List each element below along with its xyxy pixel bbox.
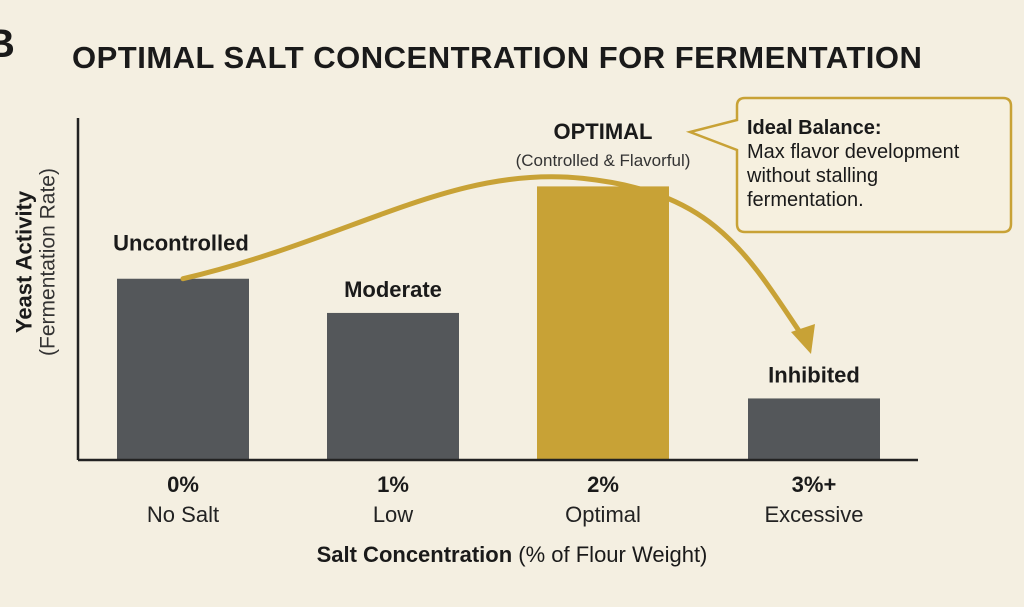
callout-text: Max flavor development without stalling … — [747, 141, 960, 211]
x-tick-label-1: 1% — [377, 472, 409, 497]
bars-group — [117, 186, 880, 460]
x-tick-label-2: 2% — [587, 472, 619, 497]
bar-label-1: Moderate — [344, 277, 442, 302]
bar-label-0: Uncontrolled — [113, 231, 249, 256]
optimal-sublabel: (Controlled & Flavorful) — [516, 151, 691, 170]
x-tick-sublabel-2: Optimal — [565, 502, 641, 527]
bar-1 — [327, 312, 459, 460]
trend-arrowhead — [791, 324, 815, 354]
panel-letter: B — [0, 22, 15, 66]
x-tick-sublabel-1: Low — [373, 502, 413, 527]
y-axis-label-sub: (Fermentation Rate) — [36, 168, 60, 356]
x-tick-sublabel-0: No Salt — [147, 502, 219, 527]
chart-title: OPTIMAL SALT CONCENTRATION FOR FERMENTAT… — [72, 40, 923, 75]
x-tick-label-3: 3%+ — [792, 472, 837, 497]
x-axis-label-sub: (% of Flour Weight) — [512, 542, 708, 567]
x-axis-label: Salt Concentration (% of Flour Weight) — [0, 542, 1024, 568]
bar-3 — [748, 398, 880, 460]
callout-box — [685, 96, 1013, 234]
bar-label-3: Inhibited — [768, 362, 860, 387]
trend-curve — [180, 174, 808, 343]
x-tick-label-0: 0% — [167, 472, 199, 497]
x-axis-label-main: Salt Concentration — [316, 542, 513, 567]
bar-2 — [537, 186, 669, 460]
x-tick-sublabel-3: Excessive — [764, 502, 863, 527]
y-axis-label: Yeast Activity (Fermentation Rate) — [11, 168, 60, 356]
y-axis-label-main: Yeast Activity — [11, 190, 37, 334]
bar-0 — [117, 278, 249, 460]
callout: Ideal Balance: Max flavor development wi… — [735, 98, 1011, 232]
labels-group: 0% No Salt 1% Low 2% Optimal 3%+ Excessive Uncon… — [113, 119, 863, 527]
callout-title: Ideal Balance: — [747, 117, 882, 139]
bar-label-2: OPTIMAL — [554, 119, 653, 144]
